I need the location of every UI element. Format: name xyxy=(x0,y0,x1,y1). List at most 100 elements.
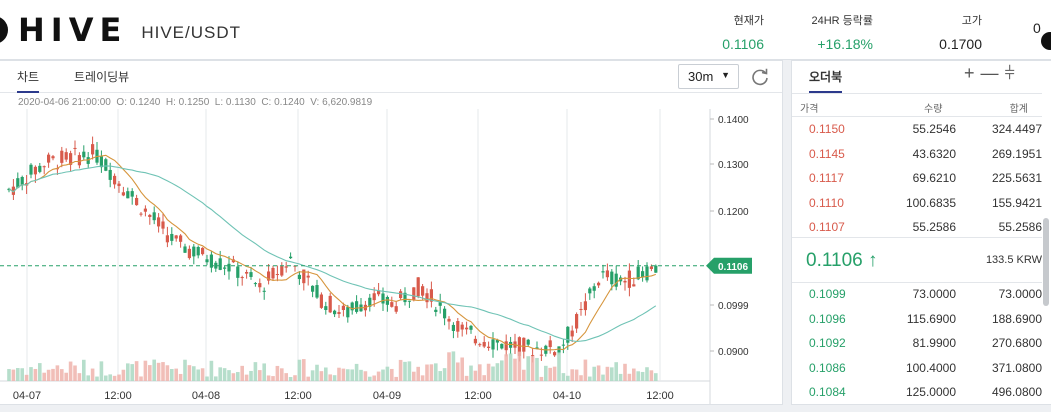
row-price: 0.1084 xyxy=(809,385,846,399)
chart-panel: 차트 트레이딩뷰 30m ▼ 2020-04-06 21:00:00 O: 0.… xyxy=(0,60,783,405)
candle-body xyxy=(196,246,200,256)
volume-bar xyxy=(258,370,262,381)
plus-icon[interactable]: + xyxy=(964,63,981,83)
bid-row[interactable]: 0.1086 100.4000 371.0800 xyxy=(792,356,1042,380)
candle-body xyxy=(575,314,579,329)
candle-body xyxy=(236,266,240,278)
candle-body xyxy=(482,342,486,347)
bid-row[interactable]: 0.1092 81.9900 270.6800 xyxy=(792,331,1042,355)
volume-bar xyxy=(104,375,108,381)
volume-bar xyxy=(266,375,271,381)
candle-body xyxy=(346,307,350,318)
volume-bar xyxy=(508,353,513,381)
volume-bar xyxy=(275,365,280,381)
caret-down-icon: ▼ xyxy=(721,70,730,80)
orderbook-scrollbar[interactable] xyxy=(1043,218,1049,306)
candle-body xyxy=(460,324,464,330)
split-icon[interactable]: ⫩ xyxy=(1004,63,1021,83)
bid-row[interactable]: 0.1084 125.0000 496.0800 xyxy=(792,380,1042,404)
x-tick-label: 12:00 xyxy=(464,390,492,402)
volume-bar xyxy=(495,363,500,381)
volume-bar xyxy=(381,369,385,381)
volume-bar xyxy=(161,362,165,381)
volume-bar xyxy=(618,373,623,381)
row-qty: 73.0000 xyxy=(912,287,956,301)
candle-body xyxy=(500,343,504,349)
volume-bar xyxy=(504,354,508,381)
volume-bar xyxy=(152,359,156,381)
candle-body xyxy=(20,176,24,186)
volume-bar xyxy=(174,368,178,381)
volume-bar xyxy=(271,376,275,381)
ask-row[interactable]: 0.1145 43.6320 269.1951 xyxy=(792,142,1042,166)
candle-body xyxy=(284,266,288,268)
ask-row[interactable]: 0.1107 55.2586 55.2586 xyxy=(792,215,1042,239)
candlestick-chart[interactable]: 04-07 12:00 04-08 12:00 04-09 12:00 04-10 12:00… xyxy=(0,109,783,404)
krw-price: 133.5 KRW xyxy=(985,254,1042,266)
candle-body xyxy=(275,274,279,276)
refresh-icon[interactable] xyxy=(748,65,772,89)
ohlc-readout: 2020-04-06 21:00:00 O: 0.1240 H: 0.1250 … xyxy=(18,97,373,108)
x-tick-label: 04-09 xyxy=(373,390,401,402)
volume-bar xyxy=(134,361,139,381)
volume-bar xyxy=(447,352,451,381)
candle-body xyxy=(583,301,587,311)
candle-body xyxy=(350,302,354,311)
volume-bar xyxy=(636,371,640,381)
volume-bar xyxy=(117,374,121,381)
minus-icon[interactable]: — xyxy=(980,63,1005,83)
volume-bar xyxy=(438,371,442,381)
ask-row[interactable]: 0.1150 55.2546 324.4497 xyxy=(792,117,1042,141)
tab-tradingview[interactable]: 트레이딩뷰 xyxy=(74,70,130,84)
candle-body xyxy=(469,325,473,330)
volume-bar xyxy=(517,351,522,381)
volume-bar xyxy=(403,361,407,381)
volume-bar xyxy=(614,362,618,381)
y-tick-label: 0.1400 xyxy=(718,115,749,126)
y-tick-label: 0.0900 xyxy=(718,347,749,358)
candle-body xyxy=(614,273,618,287)
volume-bar xyxy=(112,375,117,381)
volume-bar xyxy=(486,363,491,381)
candle-body xyxy=(610,271,614,285)
volume-bar xyxy=(60,369,64,381)
candle-body xyxy=(253,283,257,285)
volume-bar xyxy=(253,362,258,381)
volume-bar xyxy=(610,367,614,381)
volume-bar xyxy=(605,366,610,381)
ask-row[interactable]: 0.1110 100.6835 155.9421 xyxy=(792,191,1042,215)
candle-body xyxy=(487,346,491,348)
candle-body xyxy=(509,341,513,348)
bid-row[interactable]: 0.1096 115.6900 188.6900 xyxy=(792,307,1042,331)
volume-bar xyxy=(227,370,231,381)
coin-title: HIVE HIVE/USDT xyxy=(0,8,241,52)
candle-body xyxy=(262,290,266,292)
orderbook-header: 가격 수량 합계 xyxy=(792,93,1042,117)
volume-bar xyxy=(33,368,38,381)
volume-bar xyxy=(359,369,363,381)
interval-select[interactable]: 30m ▼ xyxy=(678,64,739,89)
candle-body xyxy=(315,285,319,298)
candle-body xyxy=(223,267,227,269)
trading-pair: HIVE/USDT xyxy=(141,23,241,42)
row-price: 0.1150 xyxy=(809,122,845,136)
volume-bar xyxy=(557,352,561,381)
last-price: 0.1106 ↑ xyxy=(806,250,878,271)
tab-chart[interactable]: 차트 xyxy=(17,68,40,93)
volume-bar xyxy=(376,371,381,381)
volume-bar xyxy=(354,363,359,381)
candle-body xyxy=(99,156,103,168)
volume-bar xyxy=(398,359,403,381)
ask-row[interactable]: 0.1117 69.6210 225.5631 xyxy=(792,166,1042,190)
volume-bar xyxy=(29,367,33,381)
candle-body xyxy=(425,293,429,303)
bid-row[interactable]: 0.1099 73.0000 73.0000 xyxy=(792,282,1042,306)
candle-body xyxy=(438,302,442,306)
tab-orderbook[interactable]: 오더북 xyxy=(809,68,843,93)
volume-bar xyxy=(429,364,434,381)
hive-logo-icon xyxy=(0,16,8,44)
volume-bar xyxy=(68,361,73,381)
volume-bar xyxy=(222,368,227,381)
current-price-label: 0.1106 xyxy=(718,262,748,273)
candle-body xyxy=(517,337,521,356)
